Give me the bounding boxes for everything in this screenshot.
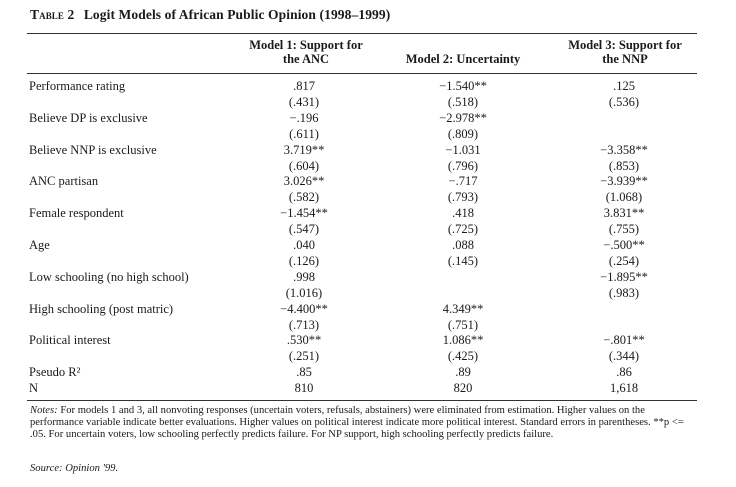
coefficient-cell: −3.358**	[600, 143, 648, 157]
coefficient-cell: −.801**	[603, 333, 645, 347]
coefficient-cell: −3.939**	[600, 174, 648, 188]
standard-error-cell: (.853)	[608, 159, 640, 173]
coefficient-cell: −1.031	[445, 143, 481, 157]
standard-error-cell: (.755)	[608, 222, 640, 236]
source-value: Opinion '99.	[65, 463, 119, 474]
column-header-model3-line1: Model 3: Support for	[568, 38, 682, 52]
column-header-model1: Model 1: Support for the ANC	[236, 38, 376, 66]
n-cell: 820	[453, 381, 473, 395]
pseudo-r2-cell: .85	[296, 365, 312, 379]
coefficient-cell: −.196	[289, 111, 319, 125]
standard-error-cell: (.251)	[288, 349, 320, 363]
row-label: Political interest	[29, 333, 111, 347]
standard-error-cell: (.254)	[608, 254, 640, 268]
coefficient-cell: .040	[293, 238, 315, 252]
notes-label: Notes:	[30, 405, 58, 416]
coefficient-cell: 4.349**	[442, 302, 484, 316]
column-header-model1-line2: the ANC	[282, 52, 330, 66]
column-header-model3-line2: the NNP	[602, 52, 648, 66]
pseudo-r2-cell: .86	[616, 365, 632, 379]
standard-error-cell: (.611)	[289, 127, 319, 141]
coefficient-cell: 3.831**	[603, 206, 645, 220]
coefficient-cell: −.717	[448, 174, 478, 188]
notes-text: For models 1 and 3, all nonvoting respon…	[30, 405, 684, 441]
standard-error-cell: (.344)	[608, 349, 640, 363]
pseudo-r2-cell: .89	[455, 365, 471, 379]
row-label: Performance rating	[29, 79, 126, 93]
table-title: Table 2 Logit Models of African Public O…	[30, 7, 390, 23]
coefficient-cell: .530**	[286, 333, 322, 347]
standard-error-cell: (.425)	[447, 349, 479, 363]
column-header-model2: Model 2: Uncertainty	[393, 52, 533, 66]
standard-error-cell: (.751)	[447, 318, 479, 332]
standard-error-cell: (1.068)	[605, 190, 643, 204]
standard-error-cell: (.582)	[288, 190, 320, 204]
table-label: Table 2	[30, 7, 75, 22]
coefficient-cell: −4.400**	[280, 302, 328, 316]
row-label: Female respondent	[29, 206, 124, 220]
coefficient-cell: 3.719**	[283, 143, 325, 157]
pseudo-r2-label: Pseudo R²	[29, 365, 81, 379]
standard-error-cell: (.796)	[447, 159, 479, 173]
top-rule	[27, 33, 697, 35]
row-label: Low schooling (no high school)	[29, 270, 189, 284]
standard-error-cell: (.431)	[288, 95, 320, 109]
table-source: Source: Opinion '99.	[30, 463, 118, 474]
column-header-model3: Model 3: Support for the NNP	[555, 38, 695, 66]
row-label: Believe NNP is exclusive	[29, 143, 157, 157]
coefficient-cell: .817	[293, 79, 315, 93]
bottom-rule	[27, 400, 697, 402]
standard-error-cell: (.793)	[447, 190, 479, 204]
row-label: Believe DP is exclusive	[29, 111, 148, 125]
standard-error-cell: (.604)	[288, 159, 320, 173]
standard-error-cell: (.725)	[447, 222, 479, 236]
standard-error-cell: (.547)	[288, 222, 320, 236]
coefficient-cell: −1.454**	[280, 206, 328, 220]
n-label: N	[29, 381, 39, 395]
table-notes: Notes: For models 1 and 3, all nonvoting…	[30, 405, 700, 442]
coefficient-cell: 3.026**	[283, 174, 325, 188]
column-header-model1-line1: Model 1: Support for	[249, 38, 363, 52]
n-cell: 1,618	[609, 381, 639, 395]
coefficient-cell: .418	[452, 206, 474, 220]
coefficient-cell: −2.978**	[439, 111, 487, 125]
row-label: High schooling (post matric)	[29, 302, 174, 316]
coefficient-cell: .088	[452, 238, 474, 252]
coefficient-cell: .998	[293, 270, 315, 284]
standard-error-cell: (.983)	[608, 286, 640, 300]
n-cell: 810	[294, 381, 314, 395]
coefficient-cell: .125	[613, 79, 635, 93]
column-header-model2-line1: Model 2: Uncertainty	[405, 52, 521, 66]
coefficient-cell: −1.895**	[600, 270, 648, 284]
standard-error-cell: (.536)	[608, 95, 640, 109]
source-label: Source:	[30, 463, 63, 474]
table-title-text: Logit Models of African Public Opinion (…	[83, 7, 391, 22]
standard-error-cell: (1.016)	[285, 286, 323, 300]
standard-error-cell: (.518)	[447, 95, 479, 109]
coefficient-cell: 1.086**	[442, 333, 484, 347]
row-label: ANC partisan	[29, 174, 99, 188]
standard-error-cell: (.126)	[288, 254, 320, 268]
header-rule	[27, 73, 697, 74]
row-label: Age	[29, 238, 50, 252]
standard-error-cell: (.713)	[288, 318, 320, 332]
coefficient-cell: −1.540**	[439, 79, 487, 93]
coefficient-cell: −.500**	[603, 238, 645, 252]
standard-error-cell: (.145)	[447, 254, 479, 268]
standard-error-cell: (.809)	[447, 127, 479, 141]
